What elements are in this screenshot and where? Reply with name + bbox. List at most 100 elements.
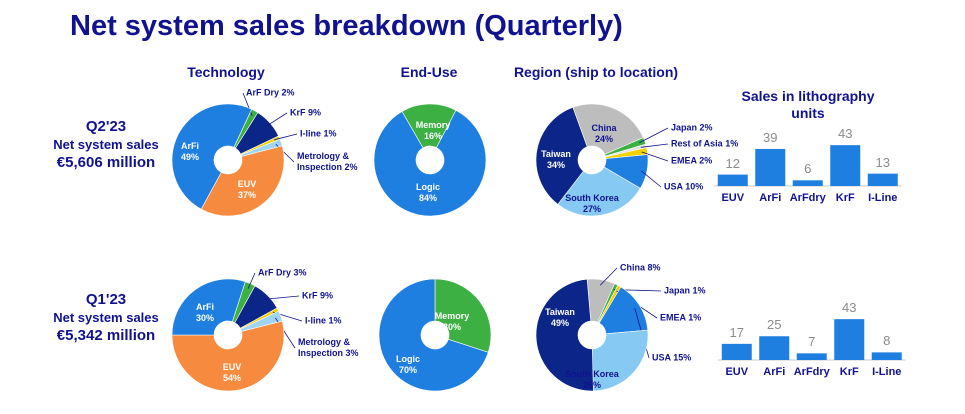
pie-hole — [214, 321, 242, 349]
bar-value-label: 25 — [767, 317, 782, 333]
slice-category: USA — [664, 181, 683, 192]
x-tick-label: ArFdry — [793, 366, 830, 378]
bar — [721, 343, 752, 360]
quarter-block: Q2'23 Net system sales €5,606 million — [53, 118, 159, 172]
pie-hole — [578, 321, 606, 349]
slice-value-label: 10% — [685, 181, 704, 192]
slice-category: EMEA — [660, 312, 686, 323]
pie-slice — [171, 103, 253, 210]
slice-category: Taiwan — [541, 149, 571, 159]
slice-label: KrF 9% — [302, 291, 333, 302]
bar — [834, 319, 865, 360]
slice-category: ArF Dry — [246, 87, 280, 98]
bar-value-label: 6 — [804, 161, 812, 177]
quarter-caption: Net system sales — [53, 310, 159, 325]
slice-label: EMEA 2% — [671, 156, 712, 167]
slice-value-label: 54% — [222, 373, 242, 383]
leader-line — [639, 127, 669, 144]
pie-slice — [535, 106, 588, 205]
slice-value-label: 2% — [699, 122, 713, 133]
slice-category: Taiwan — [545, 307, 575, 317]
bar — [755, 148, 786, 186]
leader-line — [263, 295, 300, 300]
slice-value-label: 37% — [237, 190, 257, 200]
slice-value-label: 1% — [323, 128, 337, 139]
pie-hole — [578, 146, 606, 174]
slide-title: Net system sales breakdown (Quarterly) — [70, 10, 623, 42]
slice-label: ArFi 30% — [196, 302, 214, 324]
bar-value-label: 8 — [883, 333, 891, 349]
slice-category: ArF Dry — [258, 267, 292, 278]
slice-label: Metrology & Inspection 3% — [298, 337, 370, 359]
slice-value-label: 9% — [320, 290, 334, 301]
slice-value-label: 30% — [195, 313, 215, 323]
pie-slice — [373, 109, 487, 217]
slice-category: I-line — [300, 128, 322, 139]
slice-value-label: 49% — [550, 318, 569, 328]
slice-value-label: 8% — [647, 262, 661, 273]
leader-line — [640, 143, 669, 148]
slice-value-label: 1% — [328, 315, 342, 326]
pie-slice — [535, 278, 594, 392]
quarter-block: Q1'23 Net system sales €5,342 million — [53, 291, 159, 345]
slice-label: USA 10% — [664, 182, 703, 193]
slice-value-label: 27% — [582, 204, 602, 214]
bar-value-label: 43 — [838, 126, 853, 142]
slice-value-label: 2% — [699, 155, 713, 166]
bar — [867, 173, 898, 186]
slice-label: Taiwan 34% — [541, 149, 571, 171]
slice-category: Japan — [671, 122, 698, 133]
quarter-period: Q2'23 — [85, 118, 127, 135]
slice-category: South Korea — [565, 369, 619, 379]
x-tick-label: KrF — [839, 366, 859, 378]
slice-label: Logic 70% — [396, 354, 420, 376]
slice-label: EUV 37% — [238, 179, 257, 201]
slice-label: China 8% — [620, 263, 661, 274]
slice-label: South Korea 26% — [565, 369, 619, 391]
slice-value-label: 26% — [582, 380, 602, 390]
bar-value-label: 12 — [725, 155, 740, 171]
slice-category: Memory — [415, 120, 451, 130]
slice-label: I-line 1% — [300, 129, 337, 140]
slice-label: Metrology & Inspection 2% — [297, 151, 369, 173]
bar-value-label: 17 — [729, 324, 744, 340]
slice-value-label: 2% — [281, 87, 295, 98]
column-header: End-Use — [400, 64, 458, 80]
slice-category: Rest of Asia — [671, 138, 723, 149]
slice-category: Logic — [416, 182, 440, 192]
leader-line — [599, 267, 618, 286]
leader-line — [247, 272, 256, 289]
slice-label: ArF Dry 3% — [258, 268, 307, 279]
slice-value-label: 84% — [418, 193, 437, 203]
column-header: Region (ship to location) — [513, 64, 679, 80]
slice-label: Japan 2% — [671, 123, 713, 134]
slice-label: Logic 84% — [416, 182, 440, 204]
slice-value-label: 49% — [180, 152, 200, 162]
x-tick-label: I-Line — [872, 366, 902, 378]
x-tick-label: I-Line — [868, 192, 898, 204]
slice-category: ArFi — [195, 302, 214, 312]
pie-hole — [421, 321, 449, 349]
slice-label: Memory 16% — [416, 120, 451, 142]
bar — [796, 353, 827, 360]
slice-category: Logic — [396, 354, 420, 364]
slice-label: Rest of Asia 1% — [671, 139, 738, 150]
slice-category: China — [591, 123, 617, 133]
slice-value-label: 24% — [594, 134, 614, 144]
bar-value-label: 43 — [842, 300, 857, 316]
slice-category: KrF — [302, 290, 318, 301]
bar-value-label: 7 — [808, 334, 816, 350]
slice-value-label: 30% — [442, 322, 462, 332]
slice-label: Japan 1% — [664, 286, 706, 297]
slice-category: China — [620, 262, 646, 273]
slice-category: USA — [652, 352, 671, 363]
slice-value-label: 16% — [423, 131, 443, 141]
pie-hole — [214, 146, 242, 174]
slice-label: ArF Dry 2% — [246, 88, 295, 99]
slice-label: China 24% — [591, 123, 616, 145]
slice-label: EUV 54% — [223, 362, 242, 384]
quarter-amount: €5,606 million — [56, 154, 156, 171]
slice-category: Japan — [664, 285, 691, 296]
slice-value-label: 9% — [308, 107, 322, 118]
